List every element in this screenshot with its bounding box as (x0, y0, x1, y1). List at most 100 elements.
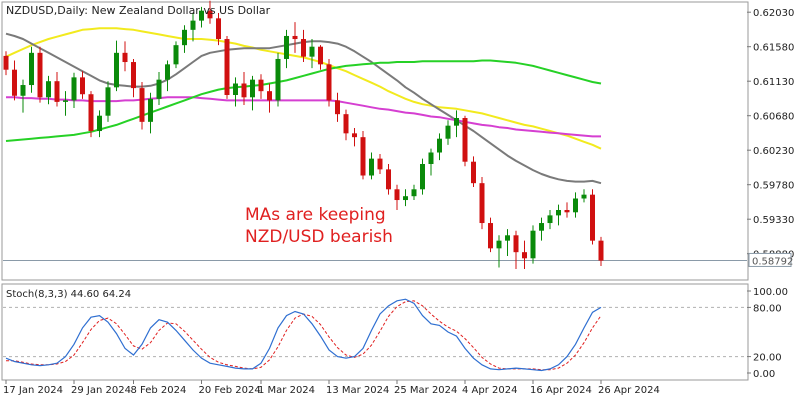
candle-63 (539, 217, 544, 241)
candle-23 (199, 6, 204, 28)
candle-55 (471, 156, 476, 187)
candle-body (403, 196, 408, 201)
candle-body (199, 10, 204, 21)
candle-body (377, 158, 383, 170)
candle-body (267, 91, 272, 101)
price-tick-label: 0.62030 (753, 8, 794, 19)
stochastic-axis: 100.00 80.00 20.00 0.00 (747, 287, 788, 380)
candle-body (29, 52, 34, 86)
stoch-tick-label: 20.00 (753, 353, 782, 364)
candle-15 (131, 58, 136, 98)
candle-body (479, 183, 485, 224)
candle-body (326, 64, 332, 101)
candle-body (156, 79, 162, 99)
candle-51 (437, 133, 442, 161)
candle-26 (224, 35, 230, 99)
candle-36 (309, 39, 315, 69)
candle-61 (522, 240, 527, 270)
price-tick-label: 0.61580 (753, 43, 794, 54)
candle-body (496, 240, 502, 249)
candle-body (564, 210, 570, 213)
candle-body (556, 210, 561, 216)
stoch-tick-label: 100.00 (753, 287, 788, 298)
candle-body (343, 114, 349, 134)
candle-58 (496, 235, 502, 268)
main-pane-frame (1, 1, 749, 281)
stochastic-label: Stoch(8,3,3) 44.60 64.24 (6, 289, 131, 300)
candle-19 (165, 60, 170, 92)
candle-body (369, 158, 374, 176)
candle-65 (556, 204, 561, 226)
candle-body (46, 81, 51, 98)
stoch-tick-label: 0.00 (753, 369, 775, 380)
symbol-label: NZDUSD,Daily: New Zealand Dollar vs US D… (6, 4, 271, 17)
candle-body (522, 252, 527, 259)
candle-body (105, 87, 111, 116)
candle-body (445, 125, 451, 139)
candle-25 (216, 12, 221, 46)
candle-body (352, 133, 357, 138)
candle-12 (105, 81, 111, 122)
candle-11 (97, 110, 102, 138)
candle-29 (250, 75, 255, 111)
candle-body (360, 137, 366, 176)
candle-body (122, 52, 128, 63)
stochastic-k-line (5, 298, 602, 372)
candle-34 (292, 22, 298, 53)
candle-body (428, 152, 434, 164)
candle-49 (420, 158, 425, 195)
candle-0 (3, 51, 9, 76)
candle-body (20, 85, 26, 96)
candle-body (216, 18, 221, 40)
candle-body (241, 83, 247, 98)
candle-27 (233, 77, 238, 107)
price-tick-label: 0.59330 (753, 215, 794, 226)
candle-body (581, 194, 587, 199)
candle-body (165, 64, 170, 80)
candle-body (63, 100, 68, 102)
price-tick-label: 0.60230 (753, 146, 794, 157)
grid-layer (3, 259, 747, 358)
candle-4 (37, 46, 43, 103)
candle-body (88, 94, 94, 132)
candle-28 (241, 72, 247, 105)
candle-68 (581, 189, 587, 203)
candle-body (539, 223, 544, 231)
candle-body (437, 138, 442, 153)
date-tick-label: 16 Apr 2024 (530, 385, 592, 396)
candle-35 (301, 29, 306, 63)
candle-18 (156, 72, 162, 105)
candle-53 (454, 110, 459, 138)
moving-average-line-4 (5, 59, 602, 142)
candle-31 (267, 83, 272, 113)
candle-body (318, 46, 323, 65)
candle-50 (428, 148, 434, 176)
candle-body (284, 35, 289, 59)
candle-body (513, 235, 519, 253)
candle-1 (12, 60, 17, 101)
candle-body (309, 46, 315, 57)
candle-3 (29, 46, 34, 93)
candle-body (182, 29, 187, 46)
candle-body (454, 118, 459, 126)
candle-32 (275, 52, 281, 107)
candle-9 (80, 71, 85, 99)
date-tick-label: 13 Mar 2024 (326, 385, 389, 396)
candle-57 (488, 217, 493, 253)
price-tick-label: 0.60680 (753, 112, 794, 123)
candle-body (292, 35, 298, 40)
candle-body (301, 39, 306, 57)
candle-body (131, 62, 136, 89)
candle-body (250, 79, 255, 98)
candle-43 (369, 152, 374, 180)
candle-70 (598, 236, 604, 266)
candle-body (258, 79, 264, 92)
candle-body (411, 189, 417, 197)
candle-60 (513, 230, 519, 270)
candle-2 (20, 79, 26, 113)
candle-16 (139, 81, 145, 130)
candle-48 (411, 184, 417, 201)
candle-body (3, 55, 9, 70)
candle-7 (63, 91, 68, 116)
